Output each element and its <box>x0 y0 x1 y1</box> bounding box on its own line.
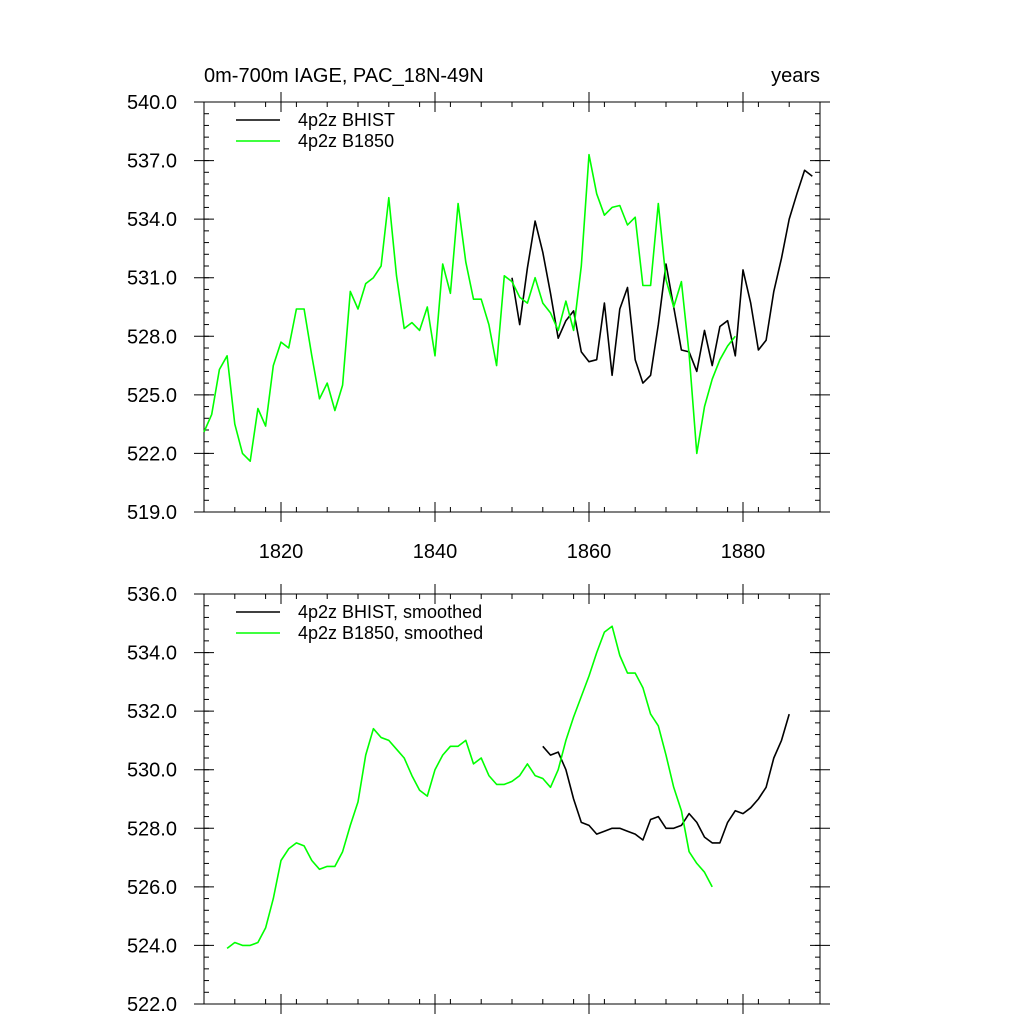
series-line-b1850 <box>226 625 713 950</box>
series-line-bhist <box>542 713 790 844</box>
y-tick-label: 534.0 <box>127 209 177 231</box>
top-panel: 519.0 522.0 525.0 528.0 531.0 534.0 537.0 540.0… <box>127 92 830 563</box>
series-line-b1850 <box>203 153 736 463</box>
y-tick-label: 530.0 <box>127 760 177 782</box>
legend-label: 4p2z B1850 <box>298 131 394 151</box>
x-tick-label: 1880 <box>721 541 766 563</box>
legend-label: 4p2z BHIST, smoothed <box>298 602 482 622</box>
y-tick-label: 534.0 <box>127 643 177 665</box>
legend-label: 4p2z BHIST <box>298 110 395 130</box>
x-tick-label: 1840 <box>413 541 458 563</box>
bottom-panel: 522.0 524.0 526.0 528.0 530.0 532.0 534.0 536.0… <box>127 584 830 1016</box>
y-tick-label: 526.0 <box>127 877 177 899</box>
y-tick-label: 522.0 <box>127 994 177 1016</box>
y-tick-label: 519.0 <box>127 502 177 524</box>
series-line-bhist <box>511 169 813 384</box>
y-tick-label: 540.0 <box>127 92 177 114</box>
y-tick-label: 524.0 <box>127 935 177 957</box>
units-label: years <box>771 65 820 87</box>
x-tick-label: 1860 <box>567 541 612 563</box>
y-tick-label: 522.0 <box>127 443 177 465</box>
y-tick-label: 531.0 <box>127 268 177 290</box>
y-tick-label: 528.0 <box>127 326 177 348</box>
y-tick-label: 537.0 <box>127 151 177 173</box>
plot-frame <box>203 101 821 513</box>
y-tick-label: 532.0 <box>127 701 177 723</box>
plot-frame <box>203 593 821 1005</box>
chart-title: 0m-700m IAGE, PAC_18N-49N <box>204 65 484 87</box>
x-tick-label: 1820 <box>259 541 304 563</box>
y-tick-label: 528.0 <box>127 818 177 840</box>
y-tick-label: 525.0 <box>127 385 177 407</box>
y-tick-label: 536.0 <box>127 584 177 606</box>
legend-label: 4p2z B1850, smoothed <box>298 623 483 643</box>
